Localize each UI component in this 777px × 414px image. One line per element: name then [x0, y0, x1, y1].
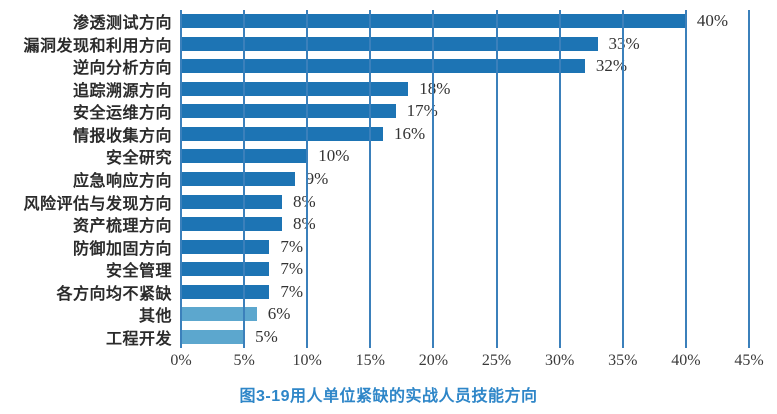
bar [181, 171, 295, 186]
category-label: 追踪溯源方向 [72, 82, 172, 100]
gridline-25% [495, 10, 498, 348]
category-label: 应急响应方向 [72, 172, 172, 190]
value-label: 7% [280, 281, 304, 301]
value-label: 17% [406, 101, 438, 121]
bar-row: 安全管理 7% [106, 258, 749, 281]
gridline-35% [621, 10, 624, 348]
x-tick-label: 0% [170, 352, 192, 369]
value-label: 40% [696, 11, 729, 31]
bar [181, 36, 598, 51]
gridline-5% [243, 10, 246, 348]
bar-row: 追踪溯源方向 18% [73, 78, 749, 101]
plot-area: 渗透测试方向 40% 漏洞发现和利用方向 33% 逆向分析方向 32% 追踪溯源方向 18% 安… [23, 10, 750, 348]
bar-row: 渗透测试方向 40% [73, 10, 749, 33]
category-label: 逆向分析方向 [72, 60, 172, 78]
category-label: 安全运维方向 [72, 105, 172, 123]
x-tick-label: 15% [355, 352, 385, 369]
bar-rows-layer: 渗透测试方向 40% 漏洞发现和利用方向 33% 逆向分析方向 32% 追踪溯源方向 18% 安… [23, 10, 749, 348]
bar [181, 307, 257, 322]
bar [181, 217, 282, 232]
value-label: 7% [280, 236, 304, 256]
bar [181, 59, 585, 74]
x-tick-label: 20% [418, 352, 449, 369]
category-label: 漏洞发现和利用方向 [23, 37, 172, 55]
chart-title: 图3-19用人单位紧缺的实战人员技能方向 [239, 388, 538, 405]
gridline-45% [748, 10, 750, 348]
value-label: 7% [280, 259, 304, 279]
bar [181, 284, 270, 299]
category-label: 工程开发 [105, 330, 172, 348]
bar [181, 329, 245, 344]
bar-row: 情报收集方向 16% [73, 123, 749, 146]
value-label: 18% [419, 78, 451, 98]
bar-row: 逆向分析方向 32% [73, 55, 749, 78]
value-label: 9% [305, 168, 329, 188]
category-label: 防御加固方向 [72, 240, 172, 258]
bar-row: 应急响应方向 9% [73, 168, 749, 191]
bar [181, 262, 270, 277]
category-label: 安全研究 [105, 150, 172, 168]
bar [181, 126, 383, 141]
bar-row: 工程开发 5% [106, 325, 749, 348]
x-tick-label: 40% [671, 352, 701, 369]
gridline-30% [558, 10, 561, 348]
category-label: 风险评估与发现方向 [23, 195, 172, 213]
bar [181, 239, 270, 254]
bar-row: 安全运维方向 17% [73, 100, 749, 123]
category-label: 各方向均不紧缺 [56, 285, 172, 303]
value-label: 8% [292, 214, 316, 234]
gridline-10% [306, 10, 309, 348]
bar-row: 各方向均不紧缺 7% [56, 280, 749, 303]
gridline-15% [369, 10, 372, 348]
value-label: 6% [267, 304, 291, 324]
category-label: 安全管理 [105, 263, 172, 281]
x-tick-label: 5% [233, 352, 255, 369]
bar-row: 资产梳理方向 8% [73, 213, 749, 236]
gridline-40% [684, 10, 687, 348]
bar-row: 漏洞发现和利用方向 33% [23, 33, 749, 56]
category-label: 情报收集方向 [72, 127, 172, 145]
x-axis: 0% 5% 10% 15% 20% 25% 30% 35% 40% 45% [0, 352, 777, 374]
bar-row: 其他 6% [139, 303, 749, 326]
value-label: 16% [393, 123, 426, 143]
value-label: 10% [318, 146, 350, 166]
bar [181, 194, 282, 209]
bar-row: 安全研究 10% [106, 145, 749, 168]
value-label: 32% [595, 56, 628, 76]
x-tick-label: 30% [544, 352, 575, 369]
x-tick-label: 45% [734, 352, 764, 369]
bar-row: 防御加固方向 7% [73, 235, 749, 258]
category-label: 资产梳理方向 [72, 218, 172, 236]
bar [181, 81, 409, 96]
gridline-20% [432, 10, 435, 348]
bar-row: 风险评估与发现方向 8% [23, 190, 749, 213]
category-label: 渗透测试方向 [72, 15, 172, 33]
value-label: 33% [608, 33, 640, 53]
value-label: 5% [255, 326, 278, 346]
value-label: 8% [292, 191, 316, 211]
gridline-0% [180, 10, 182, 348]
x-tick-label: 25% [481, 352, 512, 369]
x-tick-label: 35% [608, 352, 638, 369]
x-tick-label: 10% [292, 352, 322, 369]
category-label: 其他 [138, 308, 172, 326]
bar [181, 104, 396, 119]
